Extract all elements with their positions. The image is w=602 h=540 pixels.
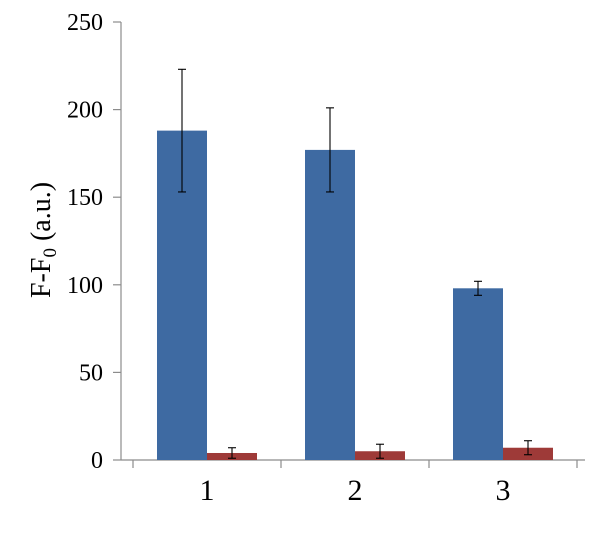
y-tick-label: 0 <box>91 448 103 474</box>
x-tick-label-2: 2 <box>348 474 363 507</box>
y-tick-label: 50 <box>79 360 103 386</box>
y-tick-label: 100 <box>67 273 103 299</box>
bar-series-1-cat-3 <box>453 288 503 460</box>
y-tick-label: 150 <box>67 185 103 211</box>
y-axis-label-suffix: (a.u.) <box>26 182 57 248</box>
bar-series-1-cat-2 <box>305 149 355 460</box>
x-tick-label-1: 1 <box>200 474 215 507</box>
y-tick-label: 200 <box>67 98 103 124</box>
y-tick-label: 250 <box>67 10 103 36</box>
bars <box>157 130 553 460</box>
x-axis: 1 2 3 <box>121 459 585 507</box>
error-bars <box>178 68 532 459</box>
y-axis: 0 50 100 150 200 250 <box>67 10 122 474</box>
x-tick-label-3: 3 <box>496 474 511 507</box>
y-axis-label-subscript: 0 <box>40 248 61 258</box>
y-axis-label: F-F0 (a.u.) <box>26 182 61 298</box>
